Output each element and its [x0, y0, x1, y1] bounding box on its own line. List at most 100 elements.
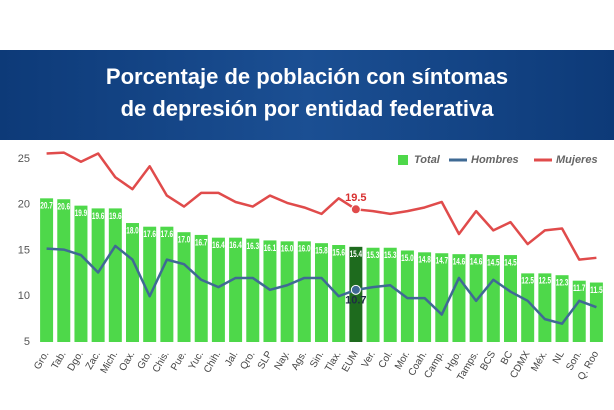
legend-label: Mujeres [556, 154, 598, 166]
value-label: 14.6 [453, 257, 466, 267]
x-tick-label: Chih. [202, 349, 223, 375]
header-banner [0, 50, 614, 140]
x-tick-label: Oax. [117, 349, 137, 373]
bar [297, 241, 311, 342]
bar [160, 226, 174, 342]
y-tick-label: 10 [18, 290, 30, 302]
x-tick-label: Mich. [99, 349, 120, 375]
x-tick-label: Chis. [151, 349, 172, 374]
legend-swatch [398, 155, 408, 165]
x-tick-label: Gro. [32, 349, 51, 371]
bar [91, 208, 105, 342]
x-tick-label: NL [551, 349, 567, 366]
bar [108, 208, 122, 342]
value-label: 12.3 [556, 278, 569, 288]
value-label: 16.3 [247, 241, 260, 251]
line [46, 244, 597, 325]
value-label: 20.6 [58, 202, 71, 212]
bar [194, 234, 208, 342]
value-label: 18.0 [126, 225, 139, 235]
bar [538, 273, 552, 342]
value-label: 15.6 [332, 247, 345, 257]
x-tick-label: Pue. [169, 349, 189, 372]
bar [572, 280, 586, 342]
bar [452, 254, 466, 342]
value-label: 14.5 [504, 257, 517, 267]
bar [400, 250, 414, 342]
value-label: 17.0 [178, 235, 191, 245]
bar [435, 253, 449, 342]
x-tick-label: Dgo. [66, 349, 86, 373]
bar [280, 241, 294, 342]
bar [246, 238, 260, 342]
bar [504, 255, 517, 342]
value-label: 16.1 [264, 243, 277, 253]
chart-title: Porcentaje de población con síntomas [106, 64, 508, 89]
bar [315, 243, 328, 342]
bar [143, 226, 157, 342]
value-label: 12.5 [539, 276, 552, 286]
value-label: 16.4 [229, 240, 242, 250]
x-tick-label: BC [499, 349, 515, 367]
value-label: 17.6 [143, 229, 156, 239]
value-label: 14.7 [436, 256, 449, 266]
value-label: 15.4 [350, 249, 363, 259]
bar [383, 247, 397, 342]
legend-label: Total [414, 154, 441, 166]
bar [366, 247, 380, 342]
x-tick-label: EUM [340, 349, 361, 374]
value-label: 19.5 [345, 192, 366, 204]
bar [486, 255, 500, 342]
x-tick-label: Méx. [529, 349, 549, 373]
value-label: 15.0 [401, 253, 414, 263]
x-tick-label: Ags. [290, 349, 310, 372]
chart-title: de depresión por entidad federativa [121, 96, 495, 121]
value-label: 20.7 [40, 201, 53, 211]
x-tick-label: Qro. [238, 349, 257, 371]
bar [469, 254, 483, 342]
y-tick-label: 5 [24, 336, 30, 348]
bar [521, 273, 535, 342]
bar [263, 240, 277, 342]
value-label: 15.8 [315, 246, 328, 256]
value-label: 14.5 [487, 257, 500, 267]
x-tick-label: Nay. [273, 349, 292, 372]
value-label: 14.8 [418, 255, 431, 265]
value-label: 14.6 [470, 257, 483, 267]
bar [229, 237, 243, 342]
x-tick-label: Col. [377, 349, 395, 370]
bar [555, 275, 569, 342]
bar [74, 205, 88, 342]
value-label: 11.5 [590, 285, 603, 295]
value-label: 12.5 [521, 276, 534, 286]
y-tick-label: 20 [18, 199, 30, 211]
value-label: 11.7 [573, 283, 586, 293]
x-tick-label: Ver. [360, 349, 378, 369]
bar [57, 199, 71, 342]
highlight-marker [350, 284, 361, 295]
bar [177, 232, 191, 342]
value-label: 15.3 [384, 250, 397, 260]
bar [211, 237, 225, 342]
legend-label: Hombres [471, 154, 519, 166]
value-label: 17.6 [161, 229, 174, 239]
y-tick-label: 25 [18, 153, 30, 165]
value-label: 10.7 [345, 295, 366, 307]
x-tick-label: SLP [256, 349, 275, 371]
value-label: 16.4 [212, 240, 225, 250]
bar [332, 245, 346, 342]
bar [40, 198, 54, 342]
line [46, 151, 597, 261]
value-label: 16.7 [195, 237, 208, 247]
value-label: 16.0 [298, 244, 311, 254]
y-tick-label: 15 [18, 244, 30, 256]
value-label: 19.9 [75, 208, 88, 218]
value-label: 19.6 [92, 211, 105, 221]
value-label: 19.6 [109, 211, 122, 221]
bar [126, 223, 139, 342]
value-label: 15.3 [367, 250, 380, 260]
bar [589, 282, 603, 342]
value-label: 16.0 [281, 244, 294, 254]
x-tick-label: BCS [478, 349, 498, 373]
